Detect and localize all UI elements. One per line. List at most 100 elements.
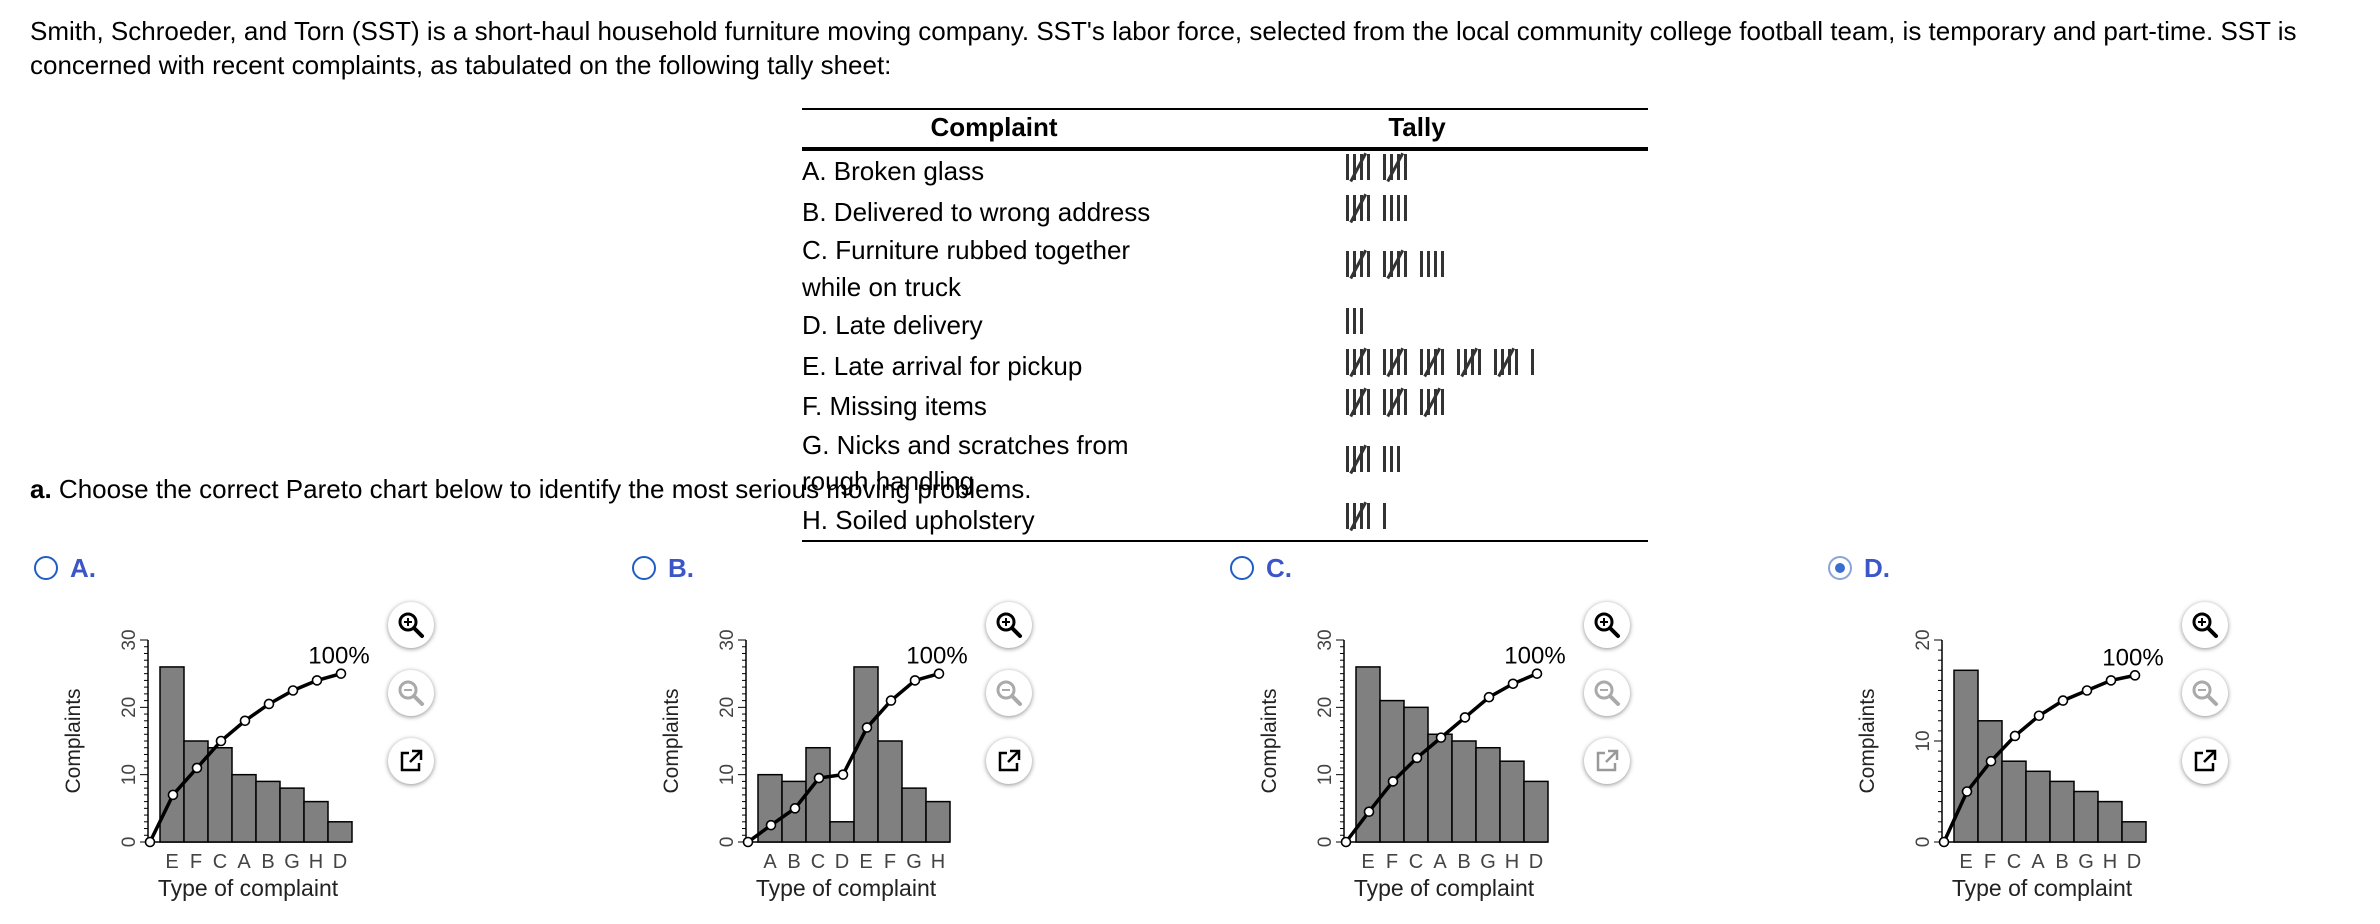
cumulative-point — [239, 715, 251, 727]
cumulative-point — [2105, 675, 2117, 686]
cumulative-point — [2033, 710, 2045, 722]
option-b-label[interactable]: B. — [668, 553, 694, 583]
option-d-popout-button[interactable] — [2182, 738, 2228, 784]
x-tick-label: F — [884, 851, 896, 873]
tally-header-row: Complaint Tally — [802, 108, 1648, 151]
option-c-radio[interactable] — [1230, 556, 1254, 580]
y-tick-label: 0 — [119, 837, 140, 848]
option-c-popout-button[interactable] — [1584, 738, 1630, 784]
option-a-radio[interactable] — [34, 556, 58, 580]
complaint-header: Complaint — [802, 108, 1186, 151]
tally-marks — [1186, 346, 1648, 387]
cumulative-point — [191, 762, 203, 774]
option-d-zoom-out-button[interactable] — [2182, 670, 2228, 716]
option-c-zoom-out-button[interactable] — [1584, 670, 1630, 716]
option-d-label[interactable]: D. — [1864, 553, 1890, 583]
cumulative-point — [1961, 786, 1973, 797]
bar — [1499, 760, 1525, 843]
bar — [207, 746, 233, 843]
cumulative-point — [2009, 730, 2021, 742]
cumulative-point — [742, 836, 754, 848]
option-a: A. 0 10 20 30 Complaints E F C A B G H D Type of comp… — [30, 552, 630, 924]
x-tick-label: E — [1361, 851, 1374, 873]
y-tick-label: 0 — [1315, 837, 1336, 848]
y-tick-label: 20 — [717, 697, 738, 718]
y-tick-label: 30 — [119, 629, 140, 650]
option-b-zoom-in-button[interactable] — [986, 602, 1032, 648]
bar — [1451, 740, 1477, 843]
x-tick-label: D — [333, 851, 347, 873]
option-b-radio[interactable] — [632, 556, 656, 580]
cumulative-point — [2081, 685, 2093, 696]
cumulative-point — [1435, 732, 1447, 743]
option-a-zoom-in-button[interactable] — [388, 602, 434, 648]
option-d: D. 0 10 20 Complaints E F C A B G H D Type of compla… — [1824, 552, 2380, 924]
x-tick-label: G — [2078, 851, 2094, 873]
option-a-popout-button[interactable] — [388, 738, 434, 784]
x-tick-label: C — [1409, 851, 1423, 873]
x-tick-label: F — [190, 851, 202, 873]
tally-row: E. Late arrival for pickup — [802, 346, 1648, 387]
x-tick-label: B — [787, 851, 800, 873]
bar — [901, 787, 927, 843]
option-d-radio[interactable] — [1828, 556, 1852, 580]
option-b-zoom-out-button[interactable] — [986, 670, 1032, 716]
complaint-label: H. Soiled upholstery — [802, 499, 1186, 542]
popout-icon — [1596, 749, 1619, 772]
tally-mark-group — [1346, 192, 1410, 224]
complaint-label: D. Late delivery — [802, 310, 983, 340]
cumulative-point — [2057, 695, 2069, 706]
tally-mark-group — [1346, 346, 1537, 378]
cumulative-point — [837, 769, 849, 780]
complaint-label: A. Broken glass — [802, 156, 985, 186]
zoom-out-icon — [996, 680, 1022, 706]
complaint-label: G. Nicks and scratches from rough handli… — [802, 429, 1129, 497]
cumulative-point — [1985, 755, 1997, 767]
cumulative-point — [1411, 752, 1423, 764]
x-tick-label: G — [906, 851, 922, 873]
cumulative-point — [1340, 836, 1352, 848]
bar — [279, 787, 305, 843]
option-a-label[interactable]: A. — [70, 553, 96, 583]
bar — [1379, 699, 1405, 843]
cumulative-point — [885, 695, 897, 706]
tally-marks — [1186, 386, 1648, 427]
tally-row: A. Broken glass — [802, 149, 1648, 192]
x-tick-label: A — [763, 851, 777, 873]
tally-row: C. Furniture rubbed together while on tr… — [802, 232, 1648, 305]
bar — [255, 780, 281, 843]
tally-row: G. Nicks and scratches from rough handli… — [802, 427, 1648, 500]
tally-row: D. Late delivery — [802, 305, 1648, 346]
cumulative-100-label: 100% — [308, 643, 369, 670]
problem-intro: Smith, Schroeder, and Torn (SST) is a sh… — [30, 16, 2297, 80]
tally-marks — [1186, 232, 1648, 305]
option-c-label[interactable]: C. — [1266, 553, 1292, 583]
x-tick-label: E — [859, 851, 872, 873]
tally-sheet: Complaint Tally A. Broken glass B. Delive… — [802, 108, 1648, 542]
y-tick-label: 30 — [1315, 629, 1336, 650]
zoom-out-icon — [398, 680, 424, 706]
option-b-popout-button[interactable] — [986, 738, 1032, 784]
option-c-zoom-in-button[interactable] — [1584, 602, 1630, 648]
option-b: B. 0 10 20 30 Complaints A B C D E F G H Type of comp… — [628, 552, 1228, 924]
cumulative-point — [909, 675, 921, 686]
bar — [877, 740, 903, 843]
option-d-zoom-in-button[interactable] — [2182, 602, 2228, 648]
popout-icon — [998, 749, 1021, 772]
bar — [183, 740, 209, 843]
y-tick-label: 10 — [717, 764, 738, 785]
zoom-in-icon — [996, 612, 1022, 638]
x-tick-label: G — [1480, 851, 1496, 873]
x-tick-label: B — [2055, 851, 2068, 873]
bar — [2097, 800, 2123, 843]
y-tick-label: 20 — [1315, 697, 1336, 718]
bar — [1475, 746, 1501, 843]
x-tick-label: A — [2031, 851, 2045, 873]
x-tick-label: H — [2103, 851, 2117, 873]
bar — [1977, 720, 2003, 843]
x-tick-label: C — [811, 851, 825, 873]
cumulative-point — [287, 685, 299, 696]
option-a-zoom-out-button[interactable] — [388, 670, 434, 716]
y-axis-title: Complaints — [62, 688, 85, 793]
tally-marks — [1186, 305, 1648, 346]
